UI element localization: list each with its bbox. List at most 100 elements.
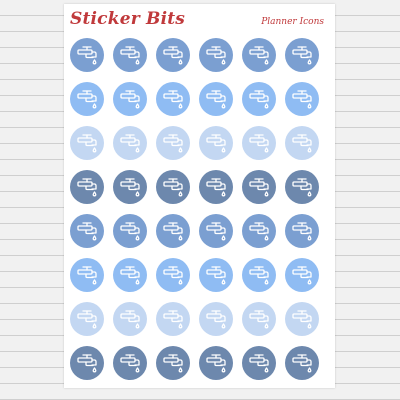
water-faucet-icon xyxy=(290,351,314,375)
faucet-sticker xyxy=(156,38,190,72)
water-faucet-icon xyxy=(247,87,271,111)
water-faucet-icon xyxy=(290,307,314,331)
water-faucet-icon xyxy=(247,43,271,67)
water-faucet-icon xyxy=(75,351,99,375)
faucet-sticker xyxy=(70,346,104,380)
faucet-sticker xyxy=(156,82,190,116)
water-faucet-icon xyxy=(75,43,99,67)
faucet-sticker xyxy=(285,38,319,72)
water-faucet-icon xyxy=(161,219,185,243)
faucet-sticker xyxy=(70,126,104,160)
water-faucet-icon xyxy=(75,263,99,287)
faucet-sticker xyxy=(199,82,233,116)
faucet-sticker xyxy=(285,170,319,204)
faucet-sticker xyxy=(199,170,233,204)
water-faucet-icon xyxy=(204,351,228,375)
water-faucet-icon xyxy=(247,263,271,287)
water-faucet-icon xyxy=(204,131,228,155)
water-faucet-icon xyxy=(290,219,314,243)
faucet-sticker xyxy=(113,258,147,292)
water-faucet-icon xyxy=(118,87,142,111)
faucet-sticker xyxy=(70,214,104,248)
water-faucet-icon xyxy=(290,43,314,67)
water-faucet-icon xyxy=(247,219,271,243)
faucet-sticker xyxy=(285,82,319,116)
water-faucet-icon xyxy=(204,175,228,199)
water-faucet-icon xyxy=(75,175,99,199)
water-faucet-icon xyxy=(161,175,185,199)
water-faucet-icon xyxy=(204,43,228,67)
faucet-sticker xyxy=(285,214,319,248)
faucet-sticker xyxy=(113,302,147,336)
faucet-sticker xyxy=(156,346,190,380)
faucet-sticker xyxy=(242,38,276,72)
faucet-sticker xyxy=(156,302,190,336)
faucet-sticker xyxy=(156,126,190,160)
faucet-sticker xyxy=(285,258,319,292)
water-faucet-icon xyxy=(118,131,142,155)
water-faucet-icon xyxy=(204,263,228,287)
water-faucet-icon xyxy=(161,351,185,375)
brand-title: Sticker Bits xyxy=(70,9,186,29)
faucet-sticker xyxy=(113,126,147,160)
sheet-subtitle: Planner Icons xyxy=(261,17,324,27)
water-faucet-icon xyxy=(247,351,271,375)
faucet-sticker xyxy=(70,82,104,116)
faucet-sticker xyxy=(285,302,319,336)
water-faucet-icon xyxy=(75,87,99,111)
sticker-sheet: Sticker Bits Planner Icons xyxy=(64,4,335,388)
water-faucet-icon xyxy=(118,219,142,243)
faucet-sticker xyxy=(199,214,233,248)
faucet-sticker xyxy=(242,82,276,116)
water-faucet-icon xyxy=(161,87,185,111)
faucet-sticker xyxy=(70,302,104,336)
water-faucet-icon xyxy=(161,307,185,331)
faucet-sticker xyxy=(113,170,147,204)
water-faucet-icon xyxy=(75,131,99,155)
faucet-sticker xyxy=(70,38,104,72)
water-faucet-icon xyxy=(118,351,142,375)
water-faucet-icon xyxy=(75,307,99,331)
faucet-sticker xyxy=(113,82,147,116)
faucet-sticker xyxy=(156,214,190,248)
faucet-sticker xyxy=(113,38,147,72)
water-faucet-icon xyxy=(204,87,228,111)
water-faucet-icon xyxy=(75,219,99,243)
water-faucet-icon xyxy=(118,43,142,67)
faucet-sticker xyxy=(199,38,233,72)
faucet-sticker xyxy=(199,346,233,380)
faucet-sticker xyxy=(199,258,233,292)
faucet-sticker xyxy=(242,258,276,292)
water-faucet-icon xyxy=(118,263,142,287)
water-faucet-icon xyxy=(161,131,185,155)
faucet-sticker xyxy=(113,346,147,380)
faucet-sticker xyxy=(156,170,190,204)
faucet-sticker xyxy=(242,302,276,336)
water-faucet-icon xyxy=(247,307,271,331)
faucet-sticker xyxy=(156,258,190,292)
faucet-sticker xyxy=(242,346,276,380)
faucet-sticker xyxy=(70,258,104,292)
sticker-grid xyxy=(70,38,319,380)
water-faucet-icon xyxy=(161,43,185,67)
faucet-sticker xyxy=(242,170,276,204)
water-faucet-icon xyxy=(290,175,314,199)
water-faucet-icon xyxy=(290,87,314,111)
faucet-sticker xyxy=(199,126,233,160)
water-faucet-icon xyxy=(290,263,314,287)
water-faucet-icon xyxy=(247,175,271,199)
water-faucet-icon xyxy=(161,263,185,287)
faucet-sticker xyxy=(113,214,147,248)
water-faucet-icon xyxy=(247,131,271,155)
water-faucet-icon xyxy=(118,175,142,199)
water-faucet-icon xyxy=(204,307,228,331)
faucet-sticker xyxy=(242,126,276,160)
faucet-sticker xyxy=(199,302,233,336)
faucet-sticker xyxy=(70,170,104,204)
faucet-sticker xyxy=(285,346,319,380)
faucet-sticker xyxy=(285,126,319,160)
water-faucet-icon xyxy=(118,307,142,331)
water-faucet-icon xyxy=(204,219,228,243)
water-faucet-icon xyxy=(290,131,314,155)
faucet-sticker xyxy=(242,214,276,248)
